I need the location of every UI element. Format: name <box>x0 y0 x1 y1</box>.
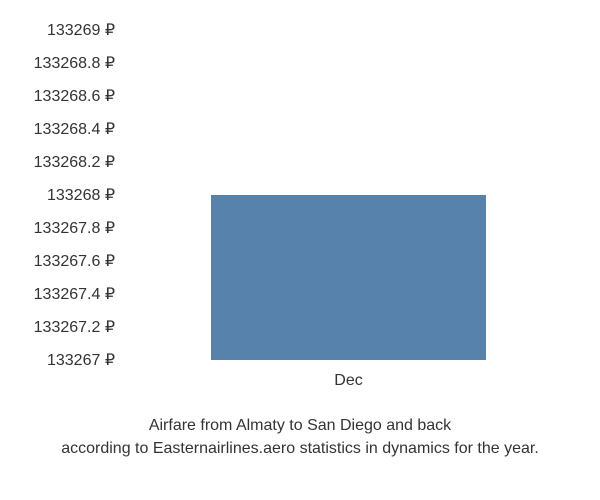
y-tick-label: 133268.2 ₽ <box>0 152 115 172</box>
y-tick-label: 133267.8 ₽ <box>0 218 115 238</box>
airfare-chart: 133269 ₽ 133268.8 ₽ 133268.6 ₽ 133268.4 ₽ 13… <box>0 0 600 500</box>
y-tick-label: 133268.6 ₽ <box>0 86 115 106</box>
plot-area: Dec <box>125 30 571 361</box>
y-tick-label: 133267.2 ₽ <box>0 317 115 337</box>
caption-line-2: according to Easternairlines.aero statis… <box>61 440 539 457</box>
bar <box>211 195 487 360</box>
y-axis: 133269 ₽133268.8 ₽133268.6 ₽133268.4 ₽13… <box>0 30 120 360</box>
y-tick-label: 133267.6 ₽ <box>0 251 115 271</box>
y-tick-label: 133269 ₽ <box>0 20 115 40</box>
y-tick-label: 133267.4 ₽ <box>0 284 115 304</box>
y-tick-label: 133268 ₽ <box>0 185 115 205</box>
y-tick-label: 133268.8 ₽ <box>0 53 115 73</box>
y-tick-label: 133268.4 ₽ <box>0 119 115 139</box>
caption-line-1: Airfare from Almaty to San Diego and bac… <box>149 417 451 434</box>
y-tick-label: 133267 ₽ <box>0 350 115 370</box>
x-tick-label: Dec <box>126 372 571 390</box>
chart-caption: Airfare from Almaty to San Diego and bac… <box>0 415 600 460</box>
